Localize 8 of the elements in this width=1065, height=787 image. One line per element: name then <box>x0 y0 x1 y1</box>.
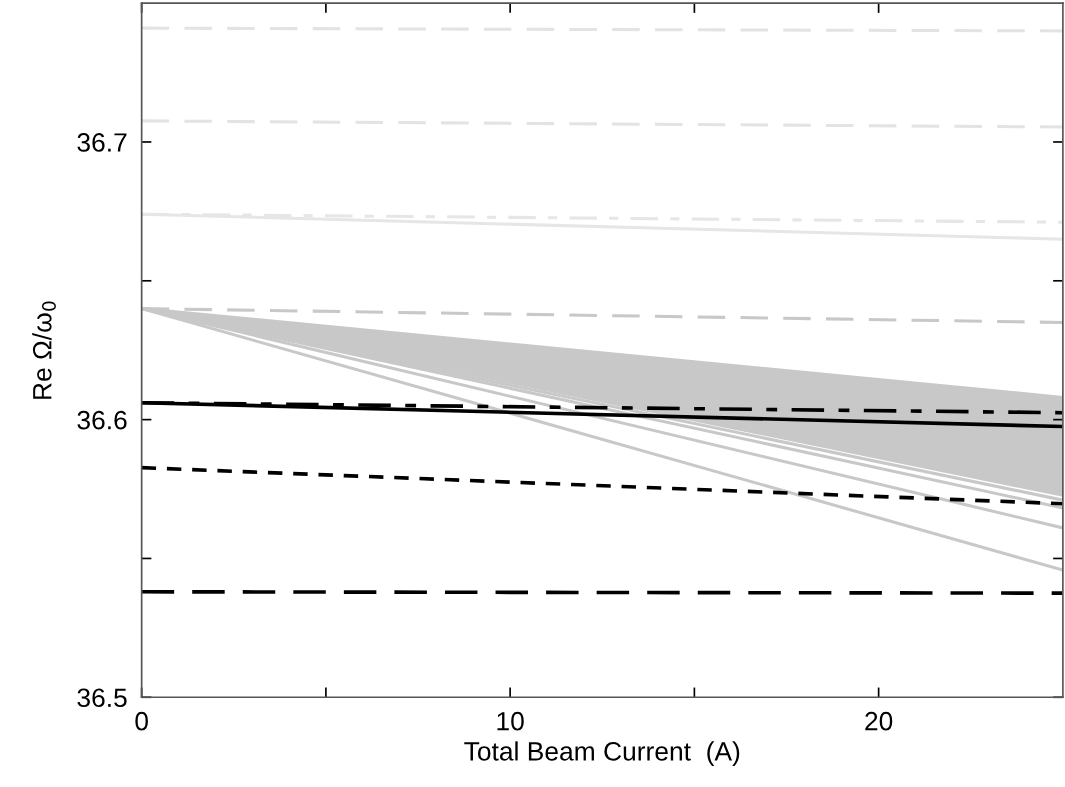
y-tick-label: 36.7 <box>77 133 127 152</box>
x-tick-label: 0 <box>135 711 148 731</box>
x-axis-title: Total Beam Current (A) <box>464 741 740 766</box>
y-tick-label: 36.5 <box>77 688 127 708</box>
x-tick-label: 20 <box>865 711 893 731</box>
y-tick-label: 36.6 <box>77 410 127 430</box>
x-tick-label: 10 <box>497 711 524 731</box>
y-axis-title: Re Ω/ω$_{0}$ <box>32 301 56 399</box>
